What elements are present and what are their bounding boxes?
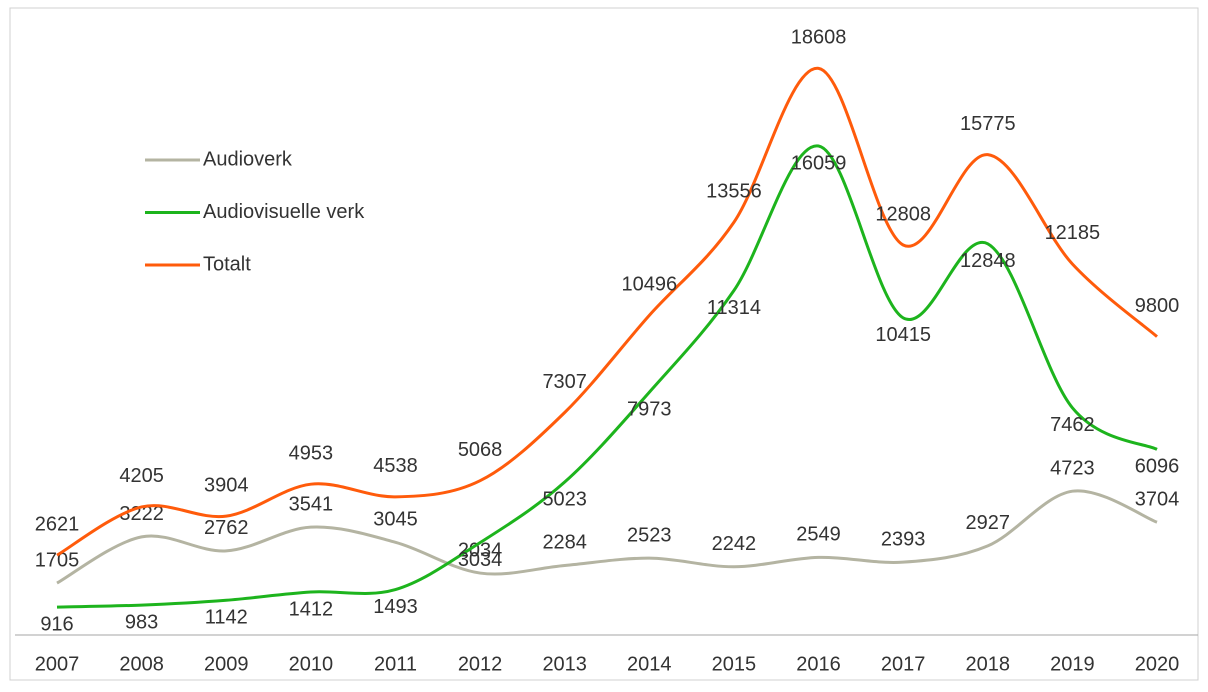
data-label: 3904	[204, 474, 249, 496]
data-label: 4538	[373, 455, 418, 477]
data-label: 3045	[373, 509, 418, 531]
x-tick-label: 2015	[712, 653, 757, 675]
data-label: 7973	[627, 399, 672, 421]
data-label: 983	[125, 611, 158, 633]
data-label: 10415	[875, 324, 931, 346]
data-label: 2927	[966, 512, 1011, 534]
data-label: 2549	[796, 524, 841, 546]
x-tick-label: 2014	[627, 653, 672, 675]
data-label: 3541	[289, 493, 334, 515]
data-label: 15775	[960, 113, 1016, 135]
x-tick-label: 2019	[1050, 653, 1095, 675]
data-label: 5068	[458, 439, 503, 461]
x-tick-label: 2020	[1135, 653, 1180, 675]
x-tick-label: 2013	[542, 653, 587, 675]
data-label: 2621	[35, 513, 80, 535]
legend-label: Audiovisuelle verk	[203, 201, 365, 223]
data-label: 2284	[542, 532, 587, 554]
data-label: 5023	[542, 488, 587, 510]
data-label: 916	[40, 613, 73, 635]
data-label: 7307	[542, 371, 587, 393]
data-label: 12848	[960, 250, 1016, 272]
data-label: 16059	[791, 152, 847, 174]
x-tick-label: 2018	[966, 653, 1011, 675]
data-label: 2523	[627, 524, 672, 546]
data-label: 1705	[35, 549, 80, 571]
data-label: 2034	[458, 539, 503, 561]
data-label: 13556	[706, 181, 762, 203]
data-label: 2242	[712, 533, 757, 555]
data-label: 6096	[1135, 456, 1180, 478]
data-label: 1142	[205, 607, 248, 629]
legend-label: Totalt	[203, 253, 251, 275]
x-tick-label: 2008	[119, 653, 164, 675]
line	[56, 66, 1158, 557]
x-tick-label: 2017	[881, 653, 926, 675]
data-label: 7462	[1050, 414, 1095, 436]
chart-border	[9, 7, 1199, 681]
data-label: 2393	[881, 528, 926, 550]
data-label: 3222	[119, 503, 164, 525]
data-label: 10496	[621, 274, 677, 296]
x-tick-label: 2010	[289, 653, 334, 675]
x-tick-label: 2009	[204, 653, 249, 675]
data-label: 4723	[1050, 457, 1095, 479]
line	[56, 489, 1158, 585]
x-tick-label: 2011	[374, 653, 417, 675]
data-label: 4953	[289, 442, 334, 464]
data-label: 9800	[1135, 295, 1180, 317]
data-label: 4205	[119, 465, 164, 487]
x-tick-label: 2012	[458, 653, 503, 675]
data-label: 18608	[791, 27, 847, 49]
line	[56, 144, 1158, 609]
data-label: 12185	[1045, 222, 1101, 244]
data-label: 1493	[373, 596, 418, 618]
data-label: 1412	[289, 598, 334, 620]
data-label: 3034	[458, 549, 503, 571]
x-tick-label: 2007	[35, 653, 80, 675]
x-tick-label: 2016	[796, 653, 841, 675]
data-label: 2762	[204, 517, 249, 539]
data-label: 3704	[1135, 488, 1180, 510]
data-label: 11314	[707, 297, 761, 319]
data-label: 12808	[875, 203, 931, 225]
legend-label: Audioverk	[203, 148, 293, 170]
